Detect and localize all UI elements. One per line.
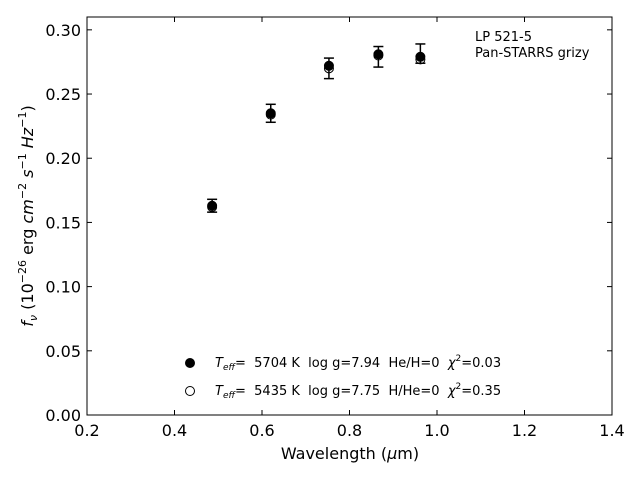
legend-marker-open [185,386,195,396]
y-tick-label: 0.25 [45,85,81,104]
x-tick-label: 1.0 [424,421,449,440]
legend-label-model-1: Teff= 5704 K log g=7.94 He/H=0 χ2=0.03 [215,354,501,373]
x-tick-label: 0.2 [74,421,99,440]
annotation-star-name: LP 521-5 [475,30,532,45]
x-tick-label: 0.4 [162,421,187,440]
data-point-open [415,54,426,65]
data-point-open [265,109,276,120]
data-point-filled [415,51,426,62]
x-tick-label: 0.8 [337,421,362,440]
data-point-open [373,50,384,61]
data-point-filled [323,60,334,71]
data-point-open [207,202,218,213]
x-axis-label: Wavelength (μm) [281,444,419,463]
x-tick-label: 1.4 [599,421,624,440]
legend-marker-filled [185,358,195,368]
y-axis-label: fν (10−26 erg cm−2 s−1 Hz−1) [16,105,40,326]
legend: Teff= 5704 K log g=7.94 He/H=0 χ2=0.03 T… [185,354,501,401]
y-tick-label: 0.05 [45,342,81,361]
y-tick-label: 0.10 [45,278,81,297]
y-tick-label: 0.30 [45,21,81,40]
y-tick-label: 0.00 [45,406,81,425]
data-markers [207,49,426,213]
error-bars [207,43,426,213]
y-tick-label: 0.15 [45,213,81,232]
annotation-survey: Pan-STARRS grizy [475,46,590,61]
y-tick-label: 0.20 [45,149,81,168]
legend-label-model-2: Teff= 5435 K log g=7.75 H/He=0 χ2=0.35 [215,382,501,401]
x-axis-ticks: 0.2 0.4 0.6 0.8 1.0 1.2 1.4 [74,17,625,440]
data-point-open [323,63,334,74]
y-axis-ticks: 0.00 0.05 0.10 0.15 0.20 0.25 0.30 [45,21,612,425]
x-tick-label: 1.2 [512,421,537,440]
x-tick-label: 0.6 [249,421,274,440]
